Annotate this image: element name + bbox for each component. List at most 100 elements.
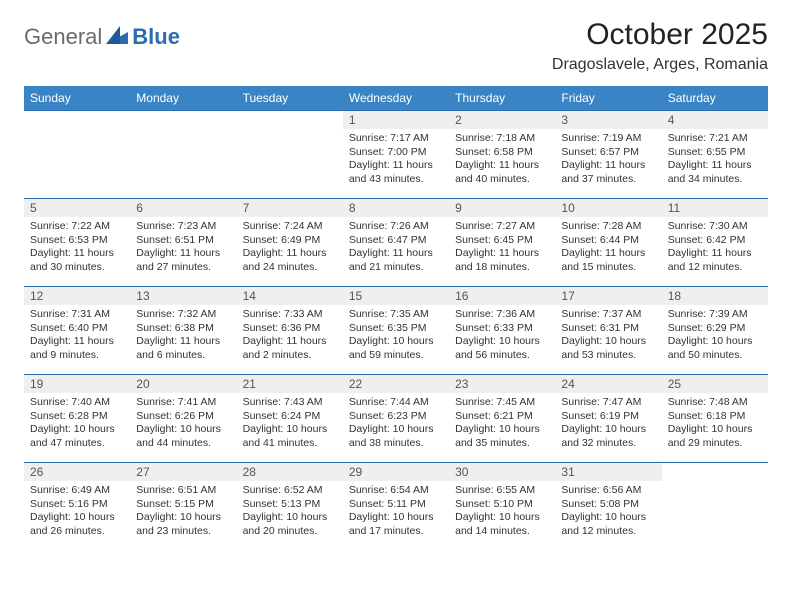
- sunrise-text: Sunrise: 7:26 AM: [349, 220, 443, 234]
- cell-body: Sunrise: 6:49 AMSunset: 5:16 PMDaylight:…: [24, 481, 130, 543]
- day-number-bar: 31: [555, 463, 661, 481]
- day-number-bar: 19: [24, 375, 130, 393]
- cell-body: Sunrise: 7:40 AMSunset: 6:28 PMDaylight:…: [24, 393, 130, 455]
- calendar-cell: 7Sunrise: 7:24 AMSunset: 6:49 PMDaylight…: [237, 199, 343, 287]
- day-number-bar: 6: [130, 199, 236, 217]
- day-number-bar: 23: [449, 375, 555, 393]
- sunrise-text: Sunrise: 7:28 AM: [561, 220, 655, 234]
- daylight-text: Daylight: 11 hours and 9 minutes.: [30, 335, 124, 362]
- page: General Blue October 2025 Dragoslavele, …: [0, 0, 792, 612]
- calendar-cell: 2Sunrise: 7:18 AMSunset: 6:58 PMDaylight…: [449, 111, 555, 199]
- cell-body: Sunrise: 7:21 AMSunset: 6:55 PMDaylight:…: [662, 129, 768, 191]
- calendar-cell: 8Sunrise: 7:26 AMSunset: 6:47 PMDaylight…: [343, 199, 449, 287]
- cell-body: Sunrise: 7:44 AMSunset: 6:23 PMDaylight:…: [343, 393, 449, 455]
- sunset-text: Sunset: 6:40 PM: [30, 322, 124, 336]
- daylight-text: Daylight: 10 hours and 56 minutes.: [455, 335, 549, 362]
- calendar-cell: 15Sunrise: 7:35 AMSunset: 6:35 PMDayligh…: [343, 287, 449, 375]
- calendar-cell: 20Sunrise: 7:41 AMSunset: 6:26 PMDayligh…: [130, 375, 236, 463]
- cell-body: Sunrise: 7:27 AMSunset: 6:45 PMDaylight:…: [449, 217, 555, 279]
- calendar-cell: 11Sunrise: 7:30 AMSunset: 6:42 PMDayligh…: [662, 199, 768, 287]
- cell-body: Sunrise: 7:23 AMSunset: 6:51 PMDaylight:…: [130, 217, 236, 279]
- daylight-text: Daylight: 11 hours and 30 minutes.: [30, 247, 124, 274]
- cell-body: Sunrise: 7:31 AMSunset: 6:40 PMDaylight:…: [24, 305, 130, 367]
- cell-body: Sunrise: 7:19 AMSunset: 6:57 PMDaylight:…: [555, 129, 661, 191]
- day-number-bar: 8: [343, 199, 449, 217]
- calendar-week-row: 5Sunrise: 7:22 AMSunset: 6:53 PMDaylight…: [24, 199, 768, 287]
- daylight-text: Daylight: 10 hours and 23 minutes.: [136, 511, 230, 538]
- sunrise-text: Sunrise: 7:36 AM: [455, 308, 549, 322]
- calendar-cell: 16Sunrise: 7:36 AMSunset: 6:33 PMDayligh…: [449, 287, 555, 375]
- sunset-text: Sunset: 7:00 PM: [349, 146, 443, 160]
- calendar-cell: 5Sunrise: 7:22 AMSunset: 6:53 PMDaylight…: [24, 199, 130, 287]
- sunrise-text: Sunrise: 7:44 AM: [349, 396, 443, 410]
- sunset-text: Sunset: 5:08 PM: [561, 498, 655, 512]
- sunset-text: Sunset: 5:10 PM: [455, 498, 549, 512]
- sunset-text: Sunset: 6:31 PM: [561, 322, 655, 336]
- sunrise-text: Sunrise: 7:32 AM: [136, 308, 230, 322]
- daylight-text: Daylight: 10 hours and 20 minutes.: [243, 511, 337, 538]
- sunset-text: Sunset: 6:45 PM: [455, 234, 549, 248]
- day-number-bar: [24, 111, 130, 129]
- cell-body: Sunrise: 6:56 AMSunset: 5:08 PMDaylight:…: [555, 481, 661, 543]
- day-number-bar: [237, 111, 343, 129]
- day-number-bar: 14: [237, 287, 343, 305]
- calendar-cell: 4Sunrise: 7:21 AMSunset: 6:55 PMDaylight…: [662, 111, 768, 199]
- day-number-bar: 28: [237, 463, 343, 481]
- calendar-cell: 10Sunrise: 7:28 AMSunset: 6:44 PMDayligh…: [555, 199, 661, 287]
- calendar-cell: 27Sunrise: 6:51 AMSunset: 5:15 PMDayligh…: [130, 463, 236, 551]
- calendar-cell: 17Sunrise: 7:37 AMSunset: 6:31 PMDayligh…: [555, 287, 661, 375]
- cell-body: Sunrise: 6:51 AMSunset: 5:15 PMDaylight:…: [130, 481, 236, 543]
- sunset-text: Sunset: 6:49 PM: [243, 234, 337, 248]
- day-number-bar: 18: [662, 287, 768, 305]
- calendar-cell: 14Sunrise: 7:33 AMSunset: 6:36 PMDayligh…: [237, 287, 343, 375]
- sunset-text: Sunset: 6:51 PM: [136, 234, 230, 248]
- sunrise-text: Sunrise: 7:31 AM: [30, 308, 124, 322]
- daylight-text: Daylight: 11 hours and 2 minutes.: [243, 335, 337, 362]
- cell-body: Sunrise: 7:41 AMSunset: 6:26 PMDaylight:…: [130, 393, 236, 455]
- calendar-cell: [662, 463, 768, 551]
- daylight-text: Daylight: 11 hours and 12 minutes.: [668, 247, 762, 274]
- calendar-week-row: 12Sunrise: 7:31 AMSunset: 6:40 PMDayligh…: [24, 287, 768, 375]
- calendar-cell: 3Sunrise: 7:19 AMSunset: 6:57 PMDaylight…: [555, 111, 661, 199]
- daylight-text: Daylight: 11 hours and 15 minutes.: [561, 247, 655, 274]
- cell-body: Sunrise: 7:32 AMSunset: 6:38 PMDaylight:…: [130, 305, 236, 367]
- sunset-text: Sunset: 6:58 PM: [455, 146, 549, 160]
- cell-body: Sunrise: 7:26 AMSunset: 6:47 PMDaylight:…: [343, 217, 449, 279]
- sunrise-text: Sunrise: 7:39 AM: [668, 308, 762, 322]
- calendar-week-row: 19Sunrise: 7:40 AMSunset: 6:28 PMDayligh…: [24, 375, 768, 463]
- day-number-bar: 12: [24, 287, 130, 305]
- calendar-cell: [237, 111, 343, 199]
- daylight-text: Daylight: 11 hours and 37 minutes.: [561, 159, 655, 186]
- day-number-bar: 7: [237, 199, 343, 217]
- calendar-cell: 23Sunrise: 7:45 AMSunset: 6:21 PMDayligh…: [449, 375, 555, 463]
- day-number-bar: 17: [555, 287, 661, 305]
- calendar-cell: 26Sunrise: 6:49 AMSunset: 5:16 PMDayligh…: [24, 463, 130, 551]
- sunrise-text: Sunrise: 6:55 AM: [455, 484, 549, 498]
- sunrise-text: Sunrise: 6:56 AM: [561, 484, 655, 498]
- sunrise-text: Sunrise: 7:45 AM: [455, 396, 549, 410]
- daylight-text: Daylight: 10 hours and 59 minutes.: [349, 335, 443, 362]
- sunset-text: Sunset: 6:35 PM: [349, 322, 443, 336]
- calendar-cell: 25Sunrise: 7:48 AMSunset: 6:18 PMDayligh…: [662, 375, 768, 463]
- cell-body: Sunrise: 7:47 AMSunset: 6:19 PMDaylight:…: [555, 393, 661, 455]
- cell-body: Sunrise: 7:33 AMSunset: 6:36 PMDaylight:…: [237, 305, 343, 367]
- calendar-cell: 30Sunrise: 6:55 AMSunset: 5:10 PMDayligh…: [449, 463, 555, 551]
- cell-body: Sunrise: 6:54 AMSunset: 5:11 PMDaylight:…: [343, 481, 449, 543]
- daylight-text: Daylight: 11 hours and 40 minutes.: [455, 159, 549, 186]
- sunset-text: Sunset: 6:38 PM: [136, 322, 230, 336]
- sunset-text: Sunset: 5:13 PM: [243, 498, 337, 512]
- cell-body: Sunrise: 6:55 AMSunset: 5:10 PMDaylight:…: [449, 481, 555, 543]
- logo-mark-icon: [106, 24, 128, 50]
- daylight-text: Daylight: 10 hours and 38 minutes.: [349, 423, 443, 450]
- day-number-bar: 22: [343, 375, 449, 393]
- day-number-bar: 27: [130, 463, 236, 481]
- day-header: Saturday: [662, 86, 768, 111]
- calendar-cell: 19Sunrise: 7:40 AMSunset: 6:28 PMDayligh…: [24, 375, 130, 463]
- sunrise-text: Sunrise: 7:23 AM: [136, 220, 230, 234]
- sunrise-text: Sunrise: 6:52 AM: [243, 484, 337, 498]
- sunrise-text: Sunrise: 6:49 AM: [30, 484, 124, 498]
- day-header: Wednesday: [343, 86, 449, 111]
- cell-body: Sunrise: 7:18 AMSunset: 6:58 PMDaylight:…: [449, 129, 555, 191]
- calendar-cell: [24, 111, 130, 199]
- daylight-text: Daylight: 10 hours and 50 minutes.: [668, 335, 762, 362]
